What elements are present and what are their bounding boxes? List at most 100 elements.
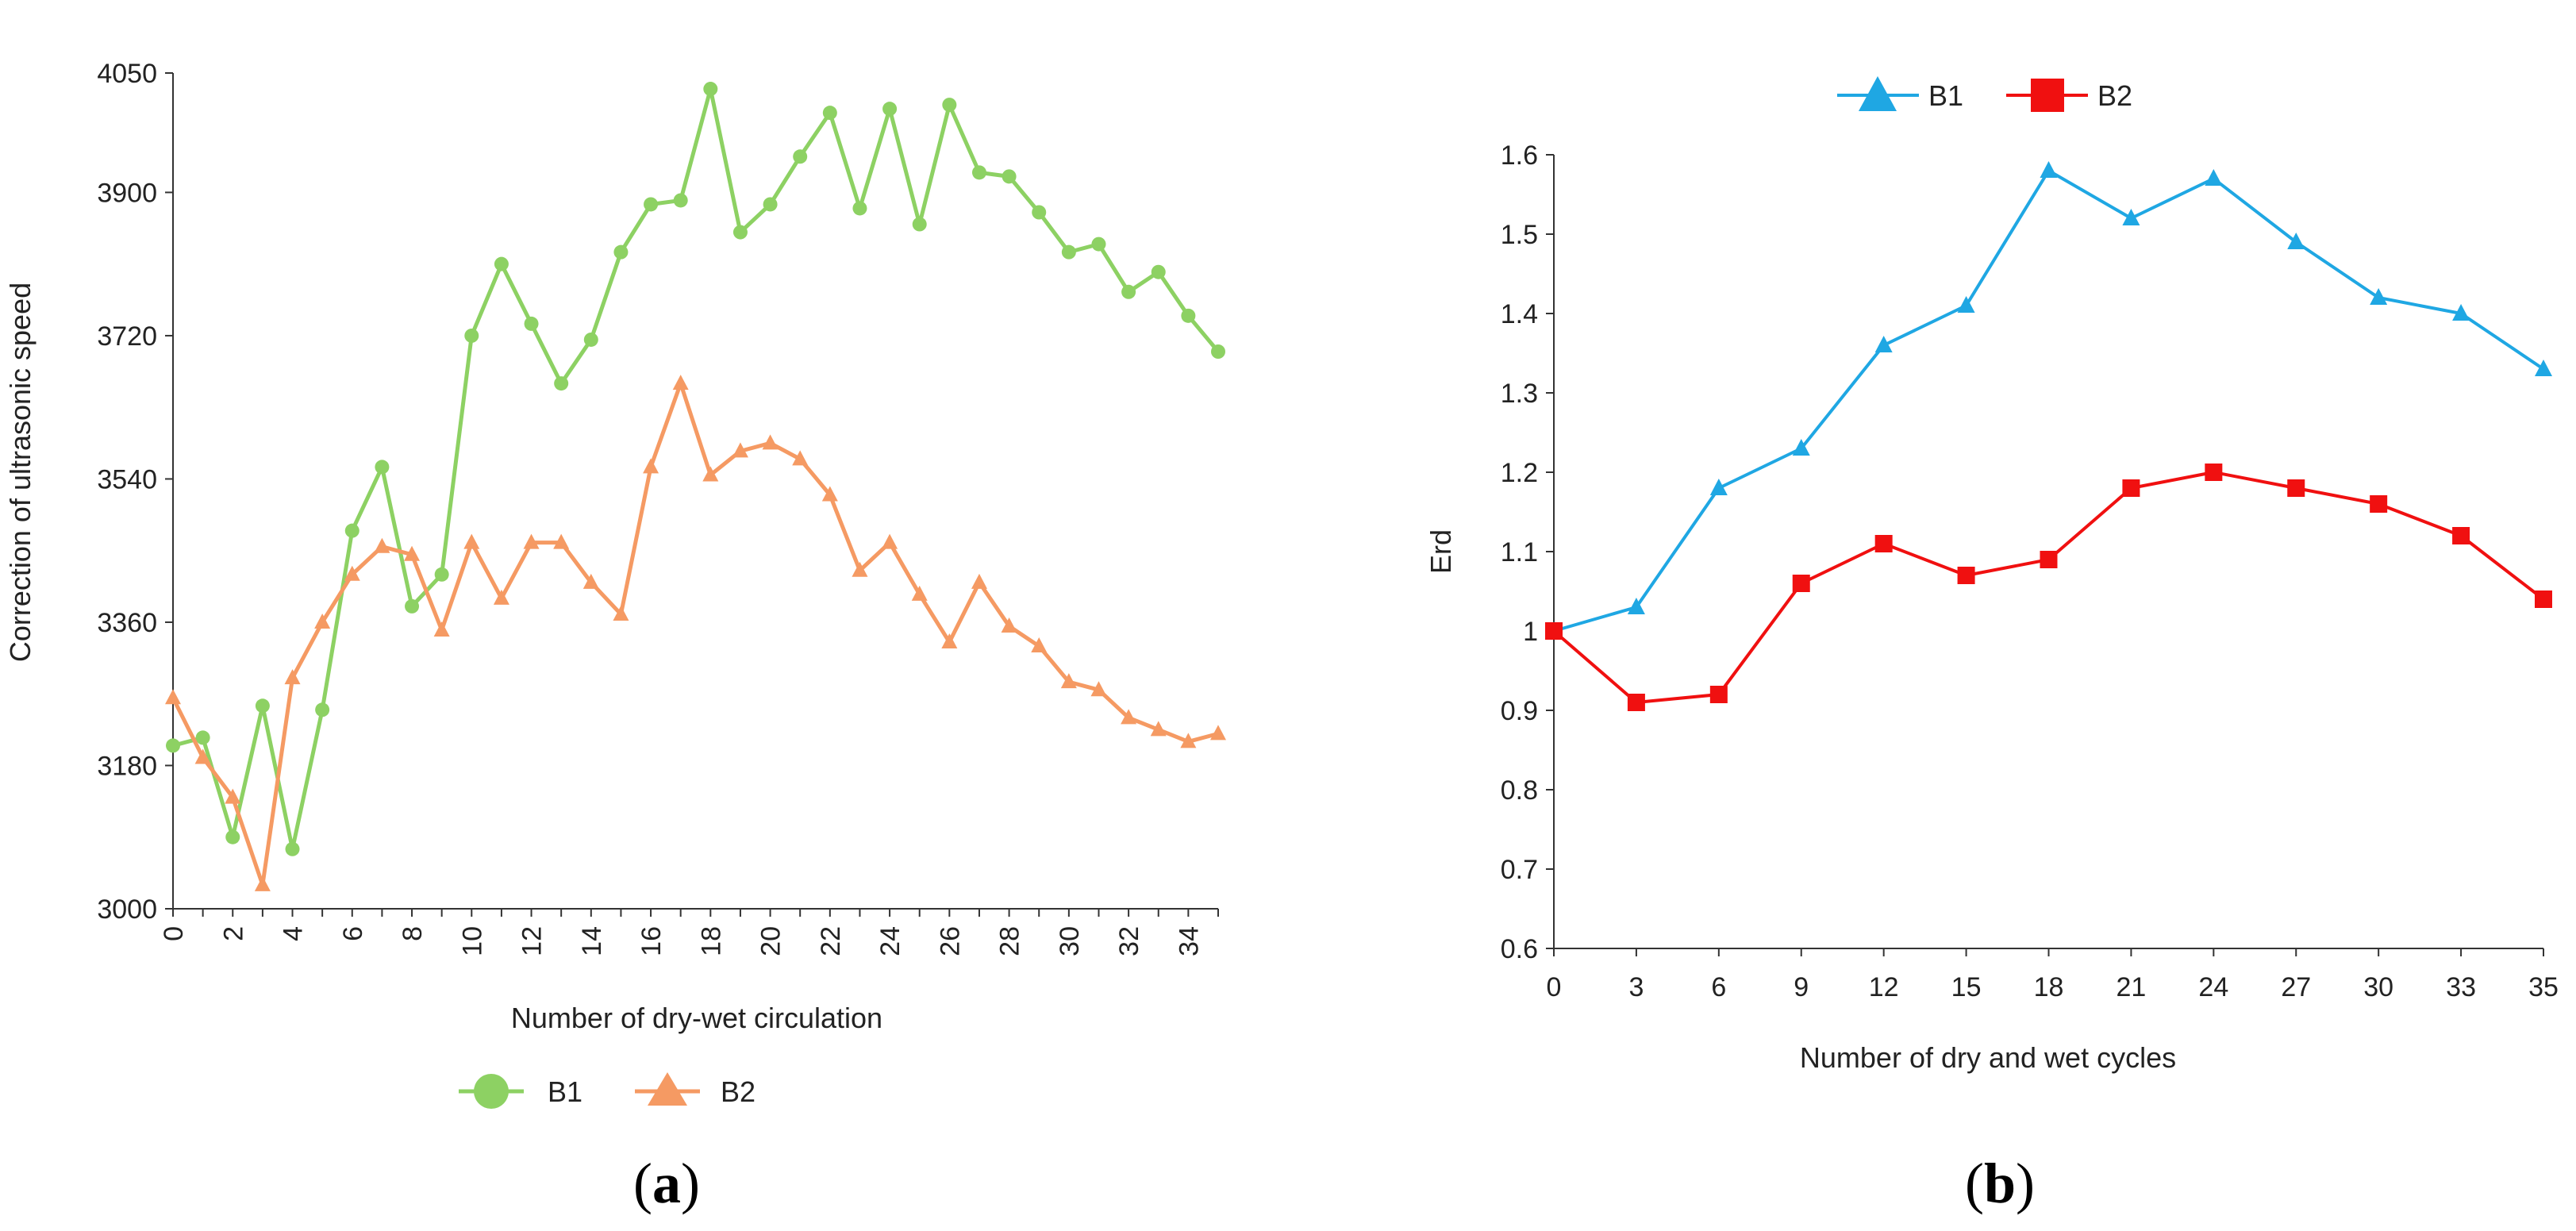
a-point-b1 — [793, 149, 808, 164]
b-legend-b2-marker — [2031, 79, 2064, 112]
b-point-b1 — [1874, 336, 1893, 352]
a-series-line-b1 — [172, 87, 1220, 852]
a-series-line-b2 — [171, 381, 1219, 887]
a-y-tick-label: 3900 — [97, 178, 157, 208]
a-legend: B1 B2 — [459, 1072, 755, 1109]
b-x-tick-label: 18 — [2034, 972, 2064, 1002]
b-series — [1545, 161, 2552, 711]
b-series-line-b2 — [1552, 471, 2545, 704]
b-y-axis-title: Erd — [1424, 529, 1457, 574]
a-point-b2 — [1090, 681, 1107, 697]
a-point-b2 — [314, 613, 331, 629]
a-point-b2 — [225, 788, 241, 804]
a-x-tick-label: 34 — [1174, 926, 1204, 956]
a-point-b1 — [1091, 237, 1106, 252]
a-x-axis-title: Number of dry-wet circulation — [511, 1002, 882, 1034]
a-x-tick-label: 6 — [338, 926, 368, 941]
a-point-b2 — [732, 442, 748, 458]
a-x-tick-label: 0 — [159, 926, 189, 941]
a-point-b2 — [941, 633, 958, 649]
a-point-b2 — [463, 533, 480, 549]
a-x-tick-label: 28 — [995, 926, 1025, 956]
b-legend-b1-label: B1 — [1928, 79, 1963, 112]
b-legend: B1 B2 — [1837, 76, 2132, 112]
a-point-b2 — [523, 533, 540, 549]
a-point-b1 — [464, 328, 479, 343]
b-point-b1 — [2452, 304, 2470, 321]
a-series — [165, 82, 1226, 891]
a-legend-b1-marker — [474, 1074, 509, 1109]
b-x-tick-label: 6 — [1711, 972, 1726, 1002]
b-point-b2 — [2370, 495, 2388, 513]
a-point-b1 — [1151, 264, 1166, 279]
a-point-b2 — [971, 573, 987, 589]
a-point-b2 — [553, 533, 570, 549]
a-x-tick-label: 20 — [756, 926, 786, 956]
a-x-tick-label: 32 — [1114, 926, 1144, 956]
b-legend-b1-marker — [1859, 76, 1897, 111]
a-point-b2 — [792, 450, 809, 466]
a-y-tick-label: 3180 — [97, 751, 157, 781]
a-point-b2 — [1150, 721, 1167, 737]
a-x-tick-label: 18 — [696, 926, 726, 956]
b-x-tick-label: 12 — [1869, 972, 1899, 1002]
panel-label-a: (a) — [633, 1152, 700, 1215]
b-point-b2 — [1874, 535, 1893, 552]
b-point-b2 — [2287, 479, 2305, 497]
a-point-b1 — [1121, 284, 1136, 299]
b-x-tick-label: 15 — [1951, 972, 1982, 1002]
a-point-b2 — [582, 573, 599, 589]
a-point-b2 — [911, 585, 928, 601]
a-x-tick-label: 26 — [935, 926, 965, 956]
a-point-b1 — [1181, 308, 1196, 323]
b-y-tick-label: 0.6 — [1501, 934, 1538, 964]
a-x-tick-label: 2 — [218, 926, 248, 941]
a-y-tick-label: 3540 — [97, 464, 157, 494]
b-y-tick-label: 1.3 — [1501, 379, 1538, 409]
b-point-b2 — [1957, 567, 1975, 584]
b-x-tick-label: 21 — [2117, 972, 2147, 1002]
a-point-b1 — [524, 316, 539, 331]
b-point-b2 — [1709, 686, 1728, 703]
a-y-tick-label: 3720 — [97, 321, 157, 352]
a-x-tick-label: 12 — [517, 926, 548, 956]
a-point-b2 — [702, 466, 719, 482]
a-point-b1 — [644, 197, 659, 212]
b-legend-b2-label: B2 — [2097, 79, 2132, 112]
a-y-axis-title: Correction of ultrasonic speed — [4, 283, 37, 662]
b-point-b1 — [2122, 209, 2140, 225]
b-y-tick-label: 1.2 — [1501, 458, 1538, 488]
a-point-b1 — [583, 332, 598, 347]
a-x-tick-label: 8 — [398, 926, 428, 941]
a-point-b1 — [822, 106, 837, 121]
a-point-b1 — [942, 98, 957, 113]
a-point-b2 — [1210, 725, 1226, 741]
a-point-b1 — [225, 829, 240, 844]
b-x-tick-label: 3 — [1628, 972, 1644, 1002]
b-point-b1 — [2040, 161, 2058, 178]
b-y-tick-label: 1.5 — [1501, 220, 1538, 250]
panel-label-b: (b) — [1965, 1152, 2035, 1215]
chart-panel-b: B1 B2 0.6 0.7 0.8 0.9 1 1.1 1.2 1.3 1.4 1.5 1.6 0 3 6… — [1424, 76, 2559, 1215]
a-point-b1 — [255, 698, 270, 714]
a-point-b2 — [672, 375, 689, 390]
a-point-b1 — [763, 197, 778, 212]
a-legend-b2-label: B2 — [721, 1075, 755, 1108]
a-point-b1 — [375, 460, 390, 475]
a-point-b1 — [315, 702, 330, 717]
a-point-b1 — [494, 256, 509, 271]
a-point-b1 — [703, 82, 718, 97]
a-point-b1 — [1002, 169, 1017, 184]
a-point-b2 — [404, 545, 421, 561]
a-x-tick-label: 24 — [875, 926, 905, 956]
a-point-b1 — [405, 598, 420, 614]
a-point-b2 — [762, 434, 779, 450]
a-y-tick-label: 4050 — [97, 59, 157, 89]
a-point-b2 — [493, 589, 509, 605]
a-point-b1 — [344, 523, 359, 538]
a-point-b2 — [165, 689, 181, 705]
a-point-b1 — [613, 244, 629, 260]
a-point-b1 — [1061, 244, 1076, 260]
a-legend-b2-marker — [648, 1072, 687, 1106]
